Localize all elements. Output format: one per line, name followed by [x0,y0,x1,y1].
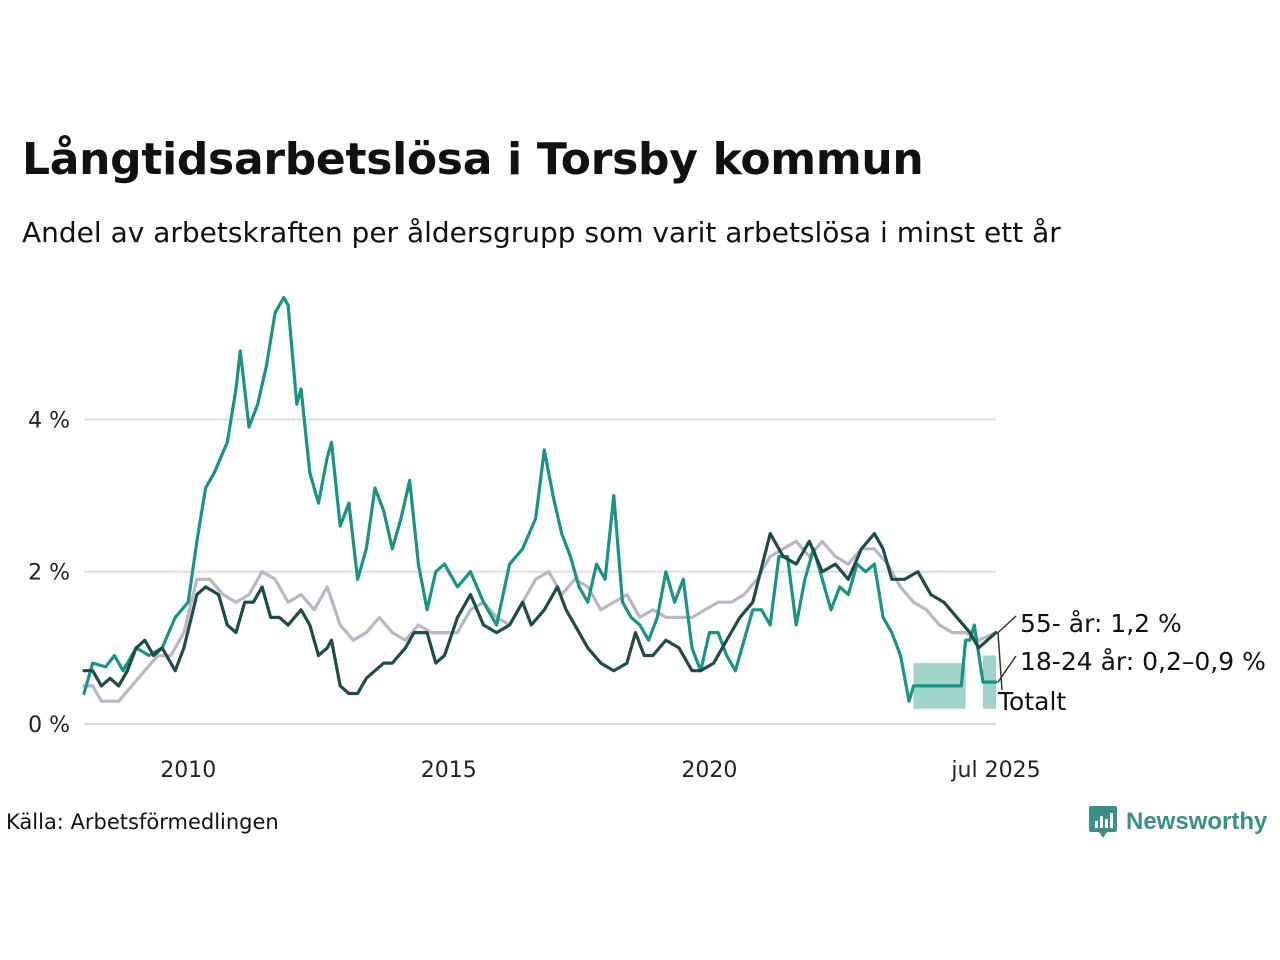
series-line [82,532,998,696]
series-lines [82,296,998,703]
chart-subtitle: Andel av arbetskraften per åldersgrupp s… [22,216,1061,249]
x-axis-ticks: 2010 2015 2020 jul 2025 [160,758,1040,783]
series-end-labels: 55- år: 1,2 % 18-24 år: 0,2–0,9 % Totalt [997,609,1266,716]
x-tick-label: 2020 [681,758,737,783]
source-note: Källa: Arbetsförmedlingen [6,810,279,834]
brand-logo: Newsworthy [1088,804,1267,840]
y-tick-label: 0 % [28,713,70,738]
chart-title: Långtidsarbetslösa i Torsby kommun [22,134,924,185]
y-axis-ticks: 0 % 2 % 4 % [28,408,70,738]
leader-line [997,615,1017,634]
leader-line [997,632,1003,691]
y-tick-label: 2 % [28,561,70,586]
series-end-label: 55- år: 1,2 % [1020,609,1182,638]
x-tick-label: 2010 [160,758,216,783]
newsworthy-logo-icon [1089,806,1117,838]
x-tick-label: 2015 [421,758,477,783]
x-tick-label: jul 2025 [950,758,1040,783]
series-end-label: 18-24 år: 0,2–0,9 % [1020,647,1266,676]
series-end-label: Totalt [997,687,1066,716]
series-line [82,539,998,703]
grid-lines [84,418,996,725]
y-tick-label: 4 % [28,408,70,433]
series-line [82,296,998,703]
brand-name: Newsworthy [1126,808,1268,835]
